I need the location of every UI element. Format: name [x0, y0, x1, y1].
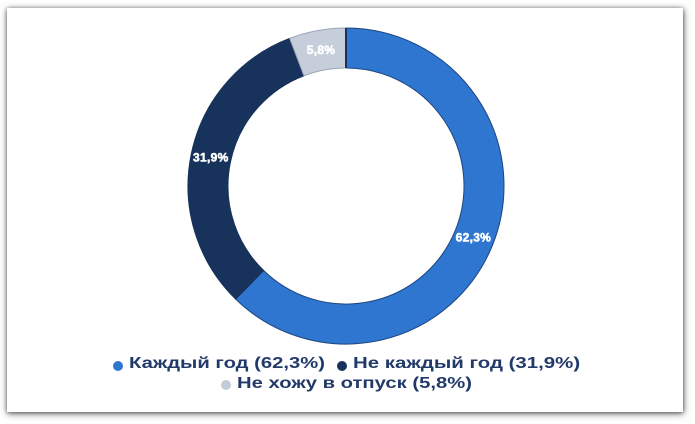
svg-text:62,3%: 62,3%: [456, 231, 492, 245]
svg-text:5,8%: 5,8%: [307, 43, 336, 57]
svg-text:31,9%: 31,9%: [193, 151, 229, 165]
